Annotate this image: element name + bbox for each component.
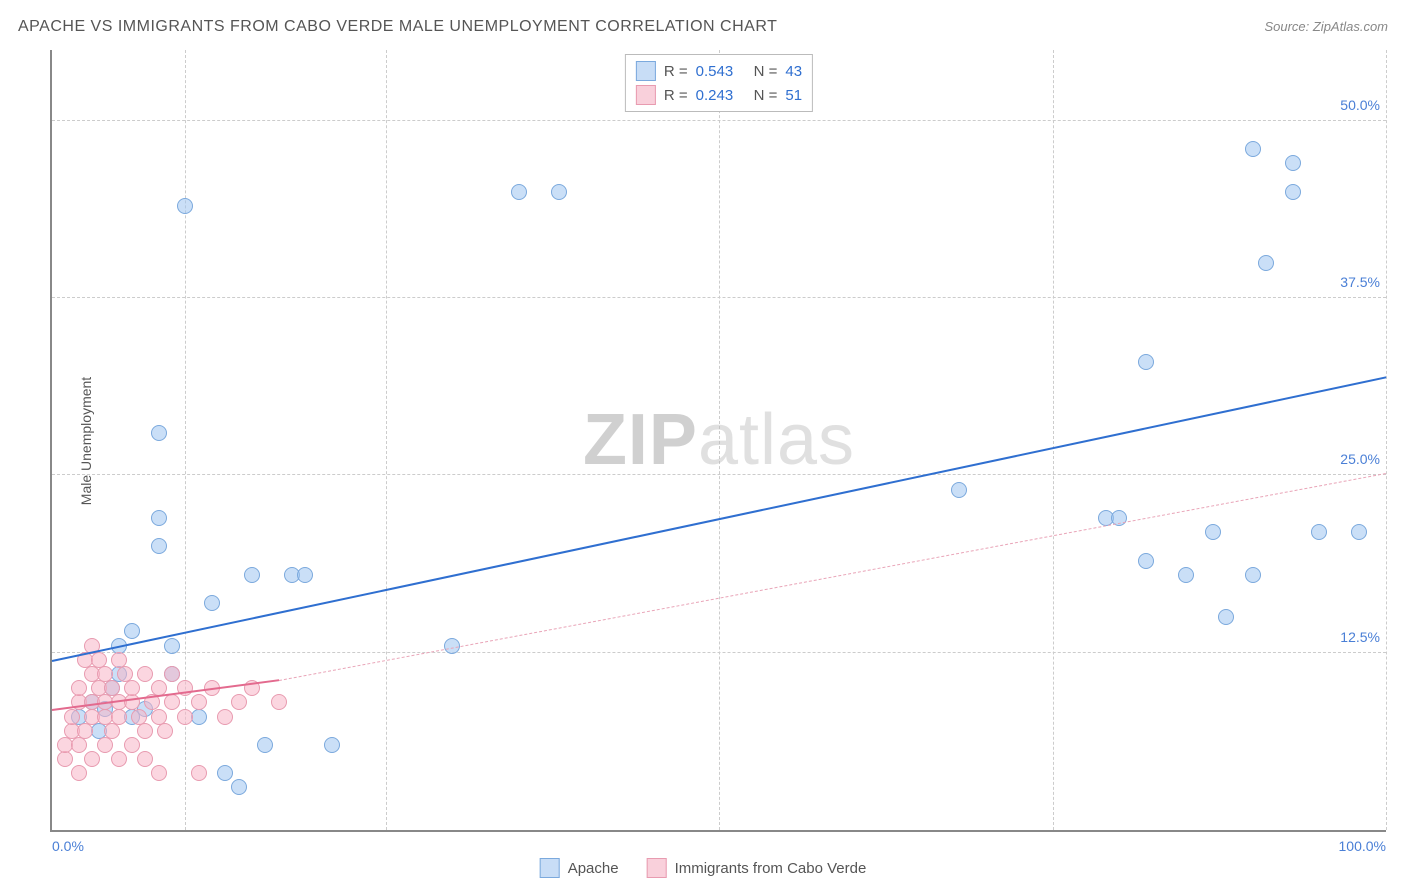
data-point bbox=[164, 694, 180, 710]
watermark-light: atlas bbox=[698, 400, 855, 480]
data-point bbox=[511, 184, 527, 200]
x-tick-label: 0.0% bbox=[52, 838, 84, 854]
data-point bbox=[151, 510, 167, 526]
data-point bbox=[324, 737, 340, 753]
data-point bbox=[124, 623, 140, 639]
data-point bbox=[164, 638, 180, 654]
gridline-v bbox=[386, 50, 387, 830]
data-point bbox=[1285, 184, 1301, 200]
data-point bbox=[164, 666, 180, 682]
y-tick-label: 50.0% bbox=[1340, 97, 1380, 113]
data-point bbox=[1138, 553, 1154, 569]
y-tick-label: 12.5% bbox=[1340, 629, 1380, 645]
data-point bbox=[191, 694, 207, 710]
data-point bbox=[71, 765, 87, 781]
scatter-plot: ZIPatlas R = 0.543 N = 43 R = 0.243 N = 51 12.5… bbox=[50, 50, 1386, 832]
correlation-legend: R = 0.543 N = 43 R = 0.243 N = 51 bbox=[625, 54, 813, 112]
data-point bbox=[104, 723, 120, 739]
data-point bbox=[137, 751, 153, 767]
legend-label: Apache bbox=[568, 860, 619, 877]
data-point bbox=[124, 680, 140, 696]
data-point bbox=[217, 765, 233, 781]
legend-row: R = 0.243 N = 51 bbox=[636, 83, 802, 107]
data-point bbox=[1311, 524, 1327, 540]
data-point bbox=[1245, 567, 1261, 583]
data-point bbox=[231, 694, 247, 710]
data-point bbox=[64, 709, 80, 725]
gridline-v bbox=[1386, 50, 1387, 830]
data-point bbox=[137, 666, 153, 682]
data-point bbox=[244, 567, 260, 583]
bottom-legend-item: Immigrants from Cabo Verde bbox=[647, 858, 867, 878]
legend-label: Immigrants from Cabo Verde bbox=[675, 860, 867, 877]
legend-r-value: 0.543 bbox=[696, 63, 746, 80]
watermark-bold: ZIP bbox=[583, 400, 698, 480]
data-point bbox=[1245, 141, 1261, 157]
data-point bbox=[297, 567, 313, 583]
data-point bbox=[151, 425, 167, 441]
data-point bbox=[71, 680, 87, 696]
x-tick-label: 100.0% bbox=[1339, 838, 1386, 854]
data-point bbox=[951, 482, 967, 498]
data-point bbox=[204, 595, 220, 611]
data-point bbox=[97, 737, 113, 753]
data-point bbox=[151, 765, 167, 781]
data-point bbox=[71, 737, 87, 753]
legend-swatch bbox=[540, 858, 560, 878]
data-point bbox=[137, 723, 153, 739]
data-point bbox=[111, 709, 127, 725]
data-point bbox=[1285, 155, 1301, 171]
data-point bbox=[217, 709, 233, 725]
data-point bbox=[111, 751, 127, 767]
data-point bbox=[1351, 524, 1367, 540]
gridline-v bbox=[719, 50, 720, 830]
legend-r-prefix: R = bbox=[664, 87, 688, 104]
data-point bbox=[271, 694, 287, 710]
bottom-legend-item: Apache bbox=[540, 858, 619, 878]
legend-row: R = 0.543 N = 43 bbox=[636, 59, 802, 83]
data-point bbox=[1178, 567, 1194, 583]
data-point bbox=[177, 198, 193, 214]
legend-n-value: 51 bbox=[785, 87, 802, 104]
data-point bbox=[1205, 524, 1221, 540]
legend-n-prefix: N = bbox=[754, 87, 778, 104]
legend-swatch bbox=[647, 858, 667, 878]
legend-r-value: 0.243 bbox=[696, 87, 746, 104]
y-tick-label: 25.0% bbox=[1340, 451, 1380, 467]
data-point bbox=[57, 751, 73, 767]
data-point bbox=[257, 737, 273, 753]
data-point bbox=[1138, 354, 1154, 370]
gridline-v bbox=[1053, 50, 1054, 830]
data-point bbox=[124, 737, 140, 753]
chart-title: APACHE VS IMMIGRANTS FROM CABO VERDE MAL… bbox=[18, 18, 777, 36]
data-point bbox=[231, 779, 247, 795]
data-point bbox=[1218, 609, 1234, 625]
data-point bbox=[177, 709, 193, 725]
legend-swatch bbox=[636, 61, 656, 81]
data-point bbox=[151, 538, 167, 554]
data-point bbox=[191, 765, 207, 781]
source-label: Source: ZipAtlas.com bbox=[1264, 19, 1388, 34]
data-point bbox=[77, 723, 93, 739]
data-point bbox=[1258, 255, 1274, 271]
series-legend: Apache Immigrants from Cabo Verde bbox=[540, 858, 867, 878]
data-point bbox=[84, 751, 100, 767]
data-point bbox=[157, 723, 173, 739]
legend-swatch bbox=[636, 85, 656, 105]
legend-r-prefix: R = bbox=[664, 63, 688, 80]
y-tick-label: 37.5% bbox=[1340, 274, 1380, 290]
legend-n-value: 43 bbox=[785, 63, 802, 80]
legend-n-prefix: N = bbox=[754, 63, 778, 80]
data-point bbox=[551, 184, 567, 200]
